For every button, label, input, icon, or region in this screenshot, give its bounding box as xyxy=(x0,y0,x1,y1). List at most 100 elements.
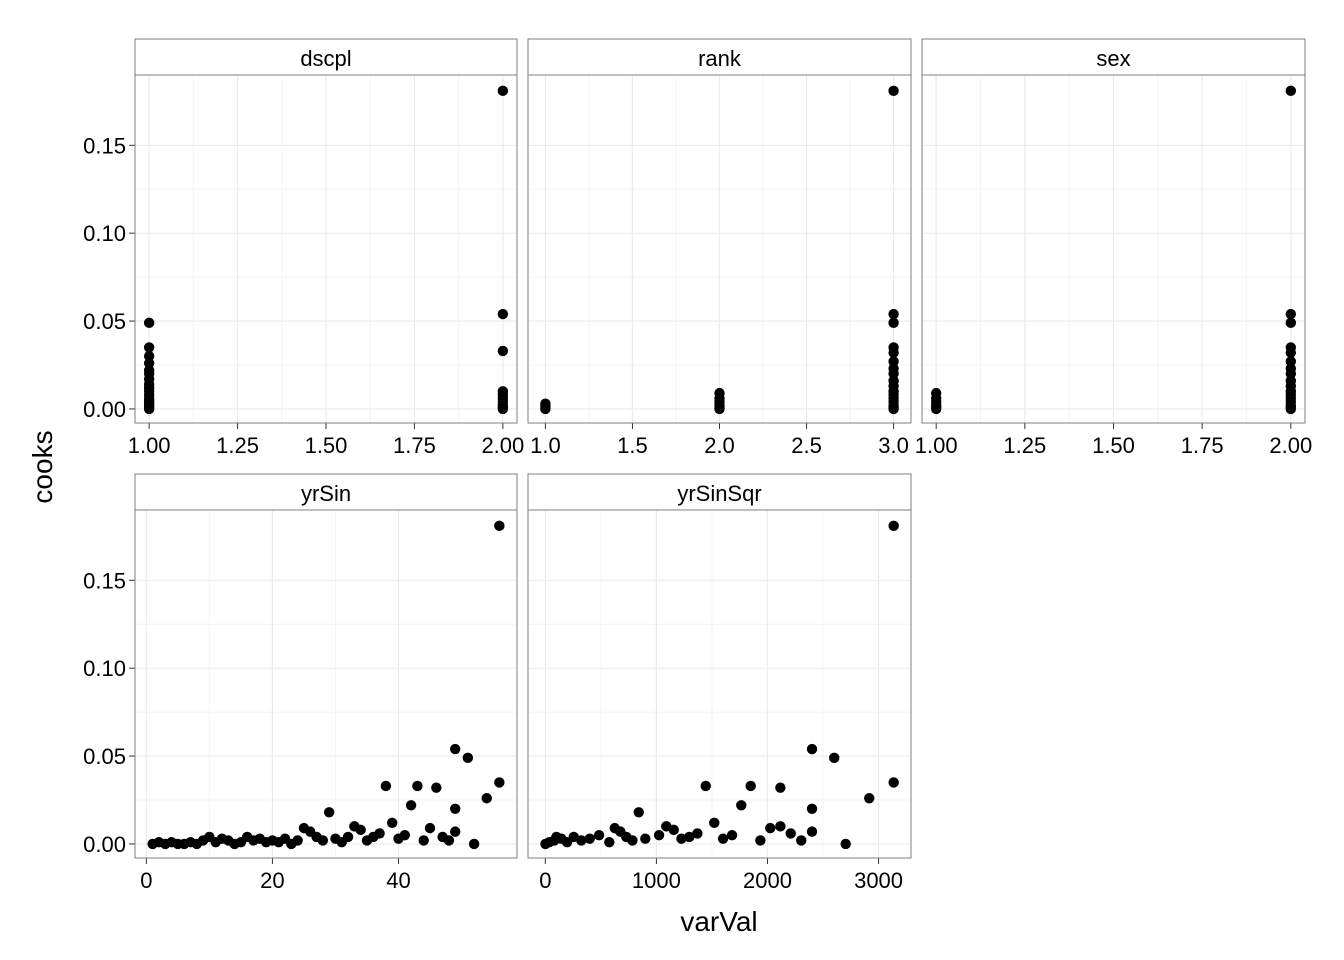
data-point xyxy=(450,803,461,814)
data-point xyxy=(700,780,711,792)
x-tick-label: 3.0 xyxy=(878,433,909,458)
x-tick-label: 20 xyxy=(260,868,284,893)
y-tick-label: 0.05 xyxy=(83,744,126,769)
x-tick-label: 1000 xyxy=(632,868,681,893)
x-tick-label: 1.75 xyxy=(1181,433,1224,458)
data-point xyxy=(355,824,366,836)
data-point xyxy=(1285,356,1297,367)
y-tick-label: 0.00 xyxy=(83,397,126,422)
data-point xyxy=(497,386,509,397)
x-tick-label: 0 xyxy=(539,868,551,893)
data-point xyxy=(775,782,786,793)
data-point xyxy=(143,351,155,362)
data-point xyxy=(1285,85,1297,97)
data-point xyxy=(497,345,509,357)
x-tick-label: 1.5 xyxy=(617,433,648,458)
data-point xyxy=(1285,308,1297,320)
y-axis-title: cooks xyxy=(27,430,58,503)
y-tick-label: 0.10 xyxy=(83,656,126,681)
x-tick-label: 0 xyxy=(140,868,152,893)
x-tick-label: 1.00 xyxy=(128,433,171,458)
data-point xyxy=(443,835,455,846)
x-tick-label: 40 xyxy=(386,868,410,893)
y-tick-label: 0.10 xyxy=(83,221,126,246)
data-point xyxy=(342,831,354,843)
data-point xyxy=(829,752,840,764)
data-point xyxy=(412,780,423,792)
data-point xyxy=(888,317,899,329)
data-point xyxy=(462,752,474,764)
strip-label-sex: sex xyxy=(1096,46,1130,71)
strip-yrSinSqr xyxy=(527,473,912,511)
panel-sex: sex 1.00 1.25 1.50 1.75 2.00 xyxy=(915,38,1312,458)
plot-background xyxy=(528,510,911,858)
x-tick-label: 1.25 xyxy=(216,433,259,458)
data-point xyxy=(450,826,461,837)
x-tick-label: 2.00 xyxy=(1269,433,1312,458)
data-point xyxy=(692,828,703,839)
data-point xyxy=(888,356,899,367)
data-point xyxy=(494,520,505,532)
data-point xyxy=(424,822,436,834)
panel-border xyxy=(921,74,1306,424)
data-point xyxy=(775,821,786,832)
plot-background xyxy=(135,510,517,858)
data-point xyxy=(540,398,551,409)
data-point xyxy=(143,317,155,329)
data-point xyxy=(431,782,442,793)
panel-rank: rank 1.0 1.5 2.0 2.5 3.0 xyxy=(527,38,912,458)
data-point xyxy=(399,829,410,841)
data-point xyxy=(717,833,729,844)
data-point xyxy=(450,743,461,755)
data-point xyxy=(317,835,329,846)
data-point xyxy=(497,85,509,97)
strip-label-yrSin: yrSin xyxy=(301,481,351,506)
strip-yrSin xyxy=(134,473,518,511)
data-point xyxy=(633,807,644,818)
data-point xyxy=(785,828,796,839)
panel-yrSin: yrSin 0.00 0.05 0.10 0.15 0 20 40 xyxy=(83,473,518,893)
data-point xyxy=(323,807,335,818)
x-tick-label: 1.0 xyxy=(530,433,561,458)
data-point xyxy=(640,833,651,844)
data-point xyxy=(745,780,756,792)
panel-border xyxy=(134,74,518,424)
data-point xyxy=(576,835,587,846)
y-tick-label: 0.15 xyxy=(83,568,126,593)
data-point xyxy=(494,777,505,788)
panel-border xyxy=(527,74,912,424)
data-point xyxy=(584,833,595,844)
data-point xyxy=(726,829,738,841)
x-tick-label: 1.50 xyxy=(305,433,348,458)
strip-label-rank: rank xyxy=(698,46,742,71)
data-point xyxy=(806,826,818,837)
data-point xyxy=(888,520,899,532)
data-point xyxy=(143,342,155,353)
x-tick-label: 1.25 xyxy=(1003,433,1046,458)
x-tick-label: 3000 xyxy=(854,868,903,893)
x-tick-label: 1.00 xyxy=(915,433,958,458)
panel-dscpl: dscpl 0.00 0.05 0.10 0.15 1.00 1.25 1.50 1.75 2.0… xyxy=(83,38,524,458)
data-point xyxy=(668,824,679,836)
x-tick-label: 2.0 xyxy=(704,433,735,458)
data-point xyxy=(796,835,807,846)
data-point xyxy=(386,817,398,829)
data-point xyxy=(405,800,417,811)
x-tick-label: 2000 xyxy=(743,868,792,893)
x-tick-label: 1.50 xyxy=(1092,433,1135,458)
strip-dscpl xyxy=(134,38,518,76)
data-point xyxy=(806,803,818,814)
data-point xyxy=(930,387,942,399)
data-point xyxy=(676,833,687,844)
x-tick-label: 1.75 xyxy=(393,433,436,458)
data-point xyxy=(604,836,615,848)
y-tick-label: 0.05 xyxy=(83,309,126,334)
data-point xyxy=(627,835,638,846)
panel-yrSinSqr: yrSinSqr 0 1000 2000 3000 xyxy=(527,473,912,893)
data-point xyxy=(374,828,385,839)
data-point xyxy=(888,308,899,320)
y-tick-label: 0.15 xyxy=(83,133,126,158)
data-point xyxy=(497,308,509,320)
data-point xyxy=(755,835,766,846)
